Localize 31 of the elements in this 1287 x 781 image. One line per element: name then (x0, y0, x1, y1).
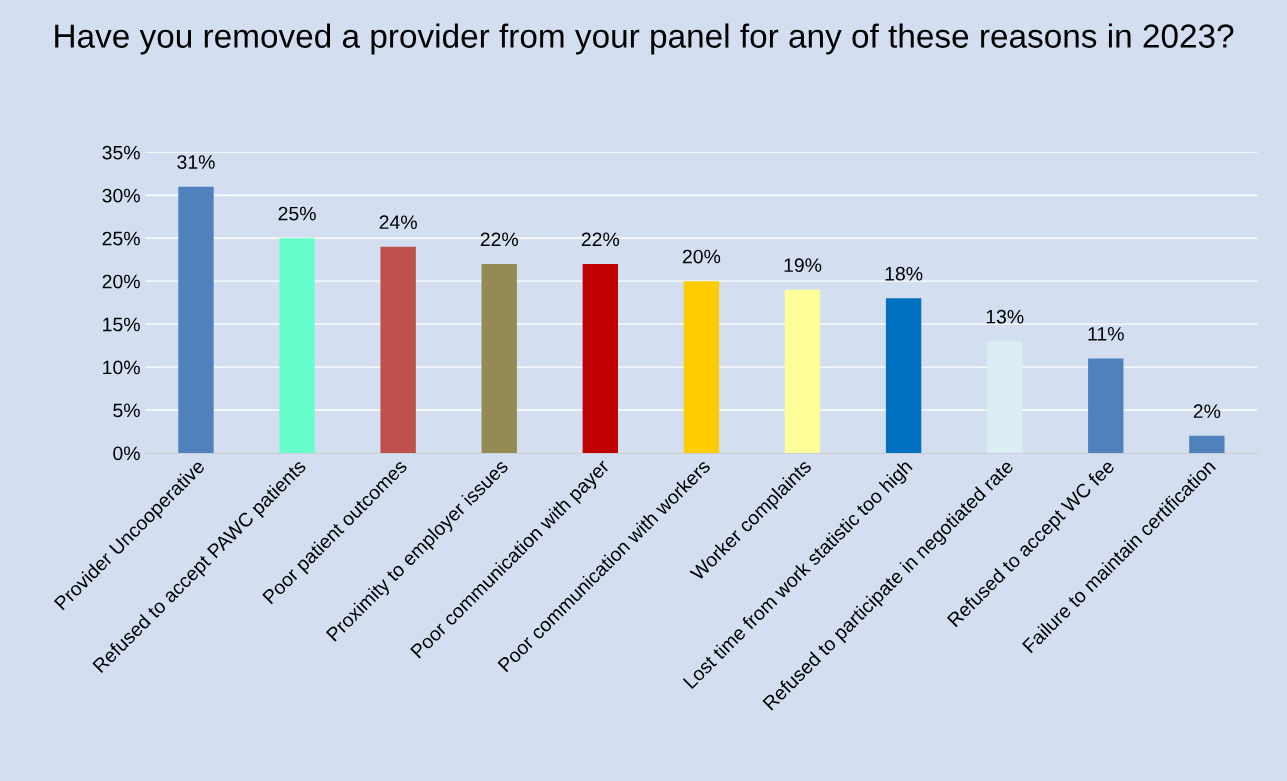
bar (380, 246, 416, 453)
data-label: 20% (682, 249, 721, 264)
bar (582, 263, 619, 453)
bar (481, 263, 517, 453)
chart-title: Have you removed a provider from your panel for any of these reasons in 2023? (55, 23, 1234, 55)
y-tick-label: 20% (102, 274, 140, 289)
data-label: 18% (885, 266, 923, 281)
bar (885, 298, 922, 453)
y-tick-label: 0% (113, 446, 140, 461)
data-label: 24% (379, 215, 417, 229)
data-label: 22% (480, 232, 519, 247)
data-label: 25% (278, 206, 316, 221)
y-tick-label: 35% (102, 145, 140, 160)
data-label: 19% (784, 258, 822, 273)
bar (178, 186, 214, 453)
bar (279, 238, 315, 453)
y-tick-label: 30% (102, 188, 140, 203)
bar (683, 281, 720, 453)
y-tick-label: 5% (113, 403, 140, 418)
y-tick-label: 10% (103, 360, 140, 375)
bar (1189, 435, 1225, 453)
bar (986, 341, 1023, 453)
data-label: 11% (1088, 327, 1124, 341)
data-label: 13% (986, 309, 1024, 324)
y-tick-label: 25% (102, 231, 140, 246)
data-label: 31% (177, 155, 215, 169)
bar (784, 289, 821, 453)
y-tick-label: 15% (103, 317, 140, 332)
data-label: 22% (581, 232, 620, 247)
bar (1088, 358, 1124, 453)
data-label: 2% (1193, 404, 1221, 418)
